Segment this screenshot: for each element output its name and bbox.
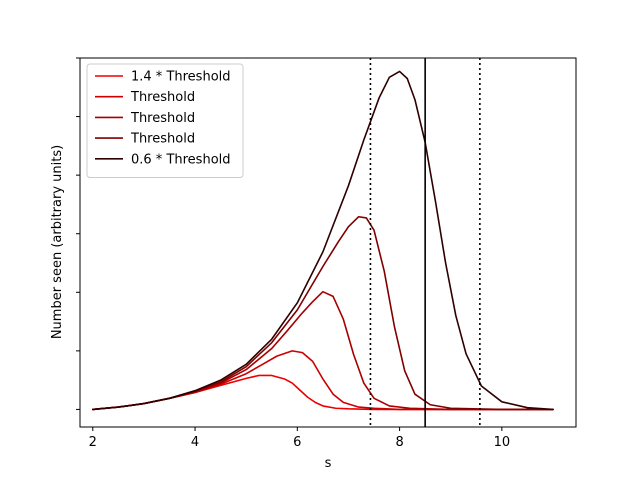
reference-lines — [369, 58, 481, 427]
legend: 1.4 * Threshold Threshold Threshold Thresho… — [86, 63, 244, 178]
x-axis-label: s — [325, 456, 332, 471]
x-axis-ticks: 2 4 6 8 10 — [89, 427, 510, 450]
y-axis-ticks — [76, 57, 80, 410]
series-line-5 — [91, 70, 554, 411]
y-axis-label: Number seen (arbitrary units) — [50, 145, 65, 339]
legend-label-3: Threshold — [130, 111, 195, 126]
legend-label-5: 0.6 * Threshold — [131, 152, 231, 167]
x-tick-label: 2 — [89, 435, 97, 450]
x-tick-label: 6 — [293, 435, 301, 450]
legend-label-2: Threshold — [130, 90, 195, 105]
legend-box — [86, 63, 244, 178]
series-line-4 — [91, 215, 554, 411]
legend-label-1: 1.4 * Threshold — [131, 70, 231, 85]
x-tick-label: 8 — [395, 435, 403, 450]
plot-frame — [79, 57, 577, 428]
series-line-3 — [91, 290, 554, 411]
series-lines — [91, 70, 554, 411]
x-tick-label: 4 — [191, 435, 199, 450]
series-line-1 — [91, 374, 554, 411]
x-tick-label: 10 — [494, 435, 511, 450]
legend-label-4: Threshold — [130, 132, 195, 147]
